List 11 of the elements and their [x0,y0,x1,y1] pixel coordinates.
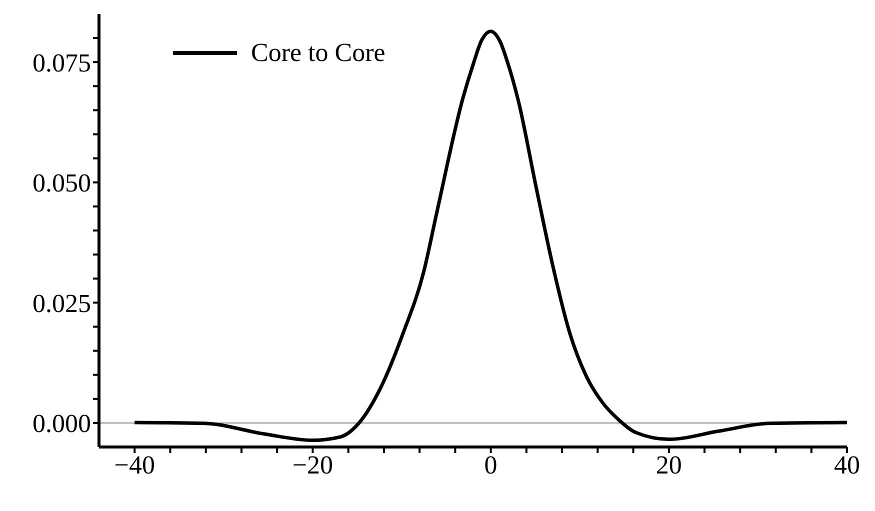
y-tick-label: 0.050 [32,168,91,198]
x-tick-label: 0 [484,450,498,480]
x-tick-label: −40 [114,450,155,480]
x-tick-label: −20 [292,450,334,480]
y-tick-label: 0.025 [32,288,91,318]
legend-label: Core to Core [251,38,386,68]
x-tick-label: 20 [656,450,682,480]
y-tick-label: 0.000 [32,409,91,438]
line-series [132,30,847,442]
x-tick-label: 40 [834,450,860,480]
y-tick-label: 0.075 [32,48,91,78]
